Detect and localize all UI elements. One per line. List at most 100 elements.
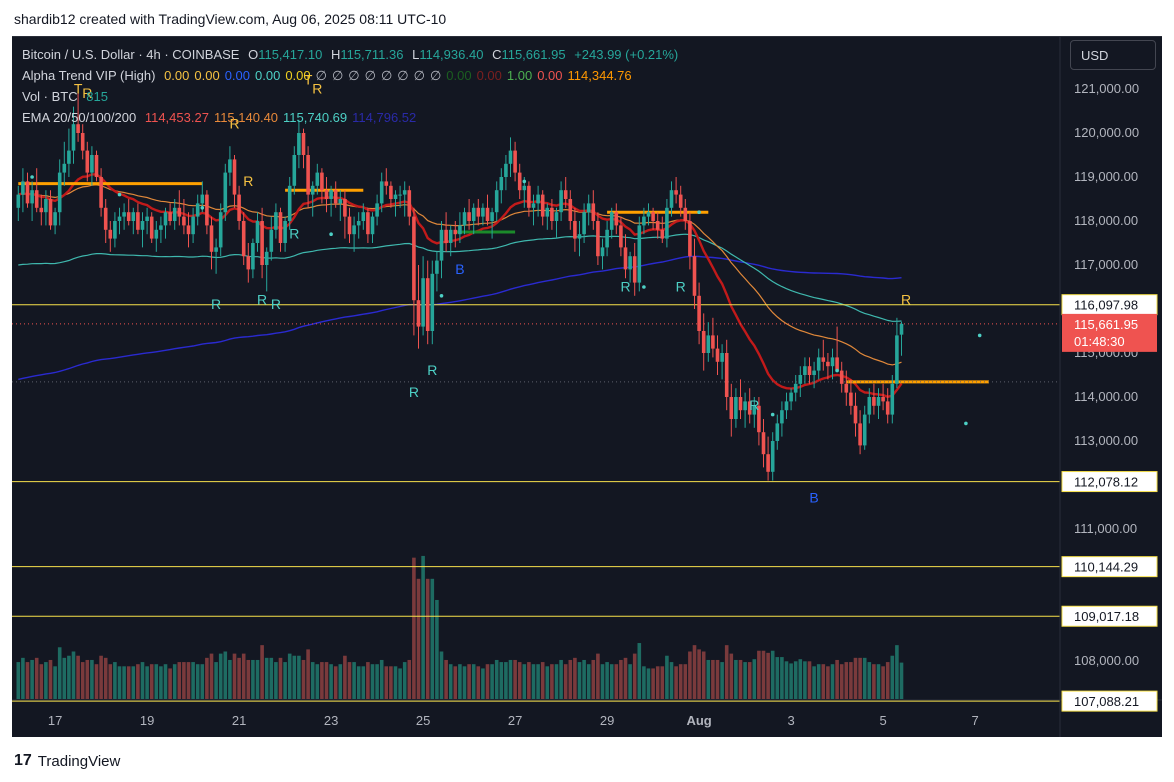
volume-bar	[44, 662, 48, 699]
volume-bar	[720, 662, 724, 699]
volume-bar	[872, 664, 876, 699]
candle-body	[554, 212, 559, 221]
price-axis	[1060, 37, 1162, 737]
candle-body	[421, 278, 425, 327]
candle-body	[241, 221, 246, 257]
candle-body	[729, 397, 734, 419]
candle-body	[402, 190, 407, 195]
signal-label: R	[749, 397, 759, 413]
signal-dot	[770, 412, 775, 417]
signal-dot	[439, 294, 444, 298]
candle-body	[619, 225, 623, 248]
tradingview-logo-icon[interactable]: 17	[14, 752, 32, 769]
high-value: 115,711.36	[340, 47, 404, 62]
alpha-value-0: 0.00	[164, 68, 190, 83]
candle-body	[16, 194, 21, 208]
candle-body	[706, 335, 711, 353]
y-tick-label: 111,000.00	[1074, 521, 1137, 536]
volume-bar	[21, 657, 25, 699]
candle-body	[669, 190, 674, 208]
volume-bar	[743, 662, 747, 699]
candle-body	[343, 199, 347, 217]
signal-dot	[977, 333, 982, 338]
volume-bar	[159, 666, 163, 699]
volume-bar	[674, 666, 678, 699]
alpha-value-3: 0.00	[255, 68, 281, 83]
volume-bar	[844, 662, 849, 699]
chart-frame[interactable]: T R R R T R R R R R R R B R R R B R 121,000.00 120,000.00 11…	[12, 36, 1162, 737]
volume-bar	[481, 668, 485, 699]
volume-bar	[536, 664, 540, 699]
signal-label: R	[82, 85, 92, 101]
candle-body	[623, 247, 628, 270]
candle-body	[550, 207, 554, 221]
candle-body	[513, 150, 517, 173]
candle-body	[246, 256, 251, 270]
x-tick-label: 23	[324, 713, 338, 728]
volume-bar	[274, 662, 278, 699]
volume-bar	[71, 651, 76, 699]
volume-bar	[333, 666, 338, 699]
volume-bar	[366, 662, 370, 699]
volume-bar	[628, 664, 632, 699]
candle-body	[145, 216, 149, 221]
high-label: H	[330, 47, 341, 62]
x-tick-label: 3	[787, 713, 794, 728]
volume-bar	[729, 653, 734, 699]
candle-body	[485, 207, 490, 221]
candle-body	[724, 353, 729, 397]
volume-bar	[182, 662, 186, 699]
candle-body	[890, 383, 895, 415]
volume-bar	[775, 657, 780, 699]
candle-body	[53, 212, 57, 226]
x-tick-label: 27	[508, 713, 522, 728]
volume-bar	[67, 655, 71, 699]
open-value: 115,417.10	[258, 47, 323, 62]
volume-bar	[237, 657, 241, 699]
candle-body	[163, 212, 168, 226]
candle-body	[218, 212, 223, 248]
x-tick-label: 29	[600, 713, 614, 728]
ema-indicator-name[interactable]: EMA 20/50/100/200	[22, 110, 137, 125]
volume-bar	[255, 659, 260, 699]
volume-bar	[770, 650, 775, 699]
candle-body	[517, 172, 522, 191]
volume-indicator-name[interactable]: Vol · BTC	[22, 89, 78, 104]
volume-bar	[251, 659, 255, 699]
candle-body	[793, 383, 798, 393]
volume-bar	[540, 662, 545, 699]
volume-bar	[858, 657, 862, 699]
alpha-indicator-name[interactable]: Alpha Trend VIP (High)	[22, 68, 156, 83]
y-tick-label: 118,000.00	[1074, 213, 1138, 228]
volume-bar	[646, 668, 651, 699]
candle-body	[651, 212, 655, 221]
volume-bar	[278, 657, 283, 699]
volume-bar	[264, 657, 269, 699]
candle-body	[159, 225, 163, 230]
candle-body	[444, 229, 448, 243]
volume-bar	[890, 655, 895, 699]
candle-body	[154, 229, 159, 239]
volume-bar	[821, 664, 826, 699]
volume-bar	[232, 653, 237, 699]
candle-body	[315, 172, 320, 186]
currency-button[interactable]: USD	[1070, 40, 1156, 70]
y-tick-label: 119,000.00	[1074, 169, 1138, 184]
volume-bar	[306, 649, 310, 699]
symbol-name[interactable]: Bitcoin / U.S. Dollar · 4h · COINBASE	[22, 47, 240, 62]
volume-bar	[329, 664, 333, 699]
candle-body	[347, 216, 352, 235]
candle-body	[844, 383, 849, 393]
candle-body	[361, 212, 366, 221]
current-price-tag	[1062, 313, 1157, 352]
volume-bar	[191, 662, 195, 699]
low-value: 114,936.40	[419, 47, 484, 62]
tradingview-brand[interactable]: TradingView	[37, 752, 121, 770]
volume-bar	[356, 666, 361, 699]
volume-bar	[53, 666, 57, 699]
volume-bar	[90, 659, 94, 699]
candle-body	[99, 177, 103, 208]
candle-body	[458, 225, 462, 235]
candle-body	[168, 212, 172, 221]
